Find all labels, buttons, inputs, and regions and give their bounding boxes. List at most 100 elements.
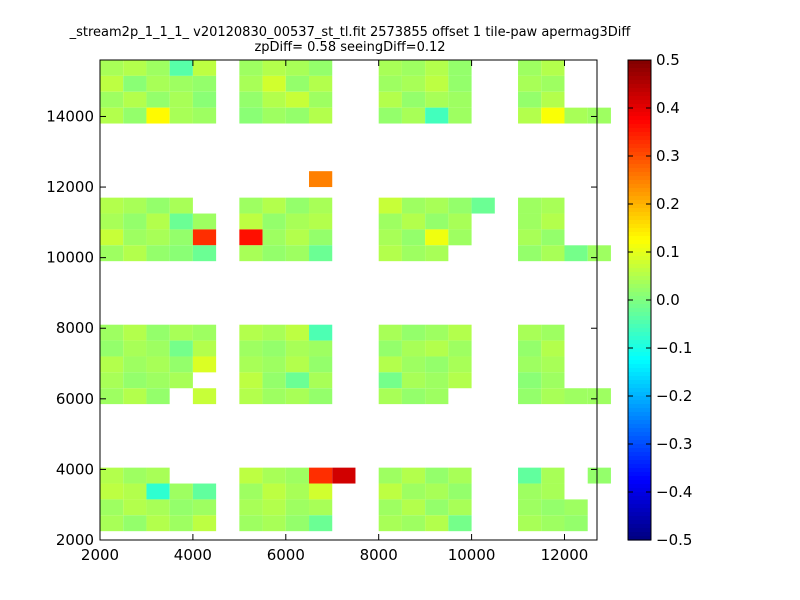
x-tick-label: 6000	[267, 546, 305, 564]
colorbar-segment	[628, 172, 651, 177]
heatmap-cell	[192, 483, 217, 500]
heatmap-cell	[378, 60, 402, 76]
colorbar-segment	[628, 440, 651, 445]
colorbar-segment	[628, 316, 651, 321]
colorbar-segment	[628, 524, 651, 529]
heatmap-cell	[146, 197, 170, 214]
heatmap-cell	[100, 107, 124, 124]
heatmap-cell	[309, 91, 333, 108]
heatmap-cell	[564, 515, 588, 532]
colorbar-segment	[628, 428, 651, 433]
colorbar-segment	[628, 324, 651, 329]
colorbar-segment	[628, 232, 651, 237]
heatmap-cell	[169, 107, 193, 124]
colorbar-segment	[628, 168, 651, 173]
heatmap-cell	[169, 483, 193, 500]
colorbar-segment	[628, 376, 651, 381]
heatmap-cell	[309, 388, 333, 405]
heatmap-cell	[401, 372, 426, 389]
heatmap-cell	[192, 91, 217, 108]
heatmap-cell	[378, 197, 402, 214]
colorbar-segment	[628, 520, 651, 525]
heatmap-cell	[123, 467, 147, 484]
heatmap-cell	[100, 372, 124, 389]
colorbar-segment	[628, 432, 651, 437]
heatmap-cell	[123, 107, 147, 124]
heatmap-cell	[518, 60, 542, 76]
heatmap-cell	[239, 75, 263, 92]
heatmap-cell	[401, 356, 426, 373]
heatmap-cell	[309, 372, 333, 389]
heatmap-cell	[100, 467, 124, 484]
colorbar-tick-label: 0.5	[656, 51, 680, 69]
heatmap-cell	[401, 515, 426, 532]
heatmap-cell	[100, 75, 124, 92]
colorbar-segment	[628, 280, 651, 285]
heatmap-cell	[123, 213, 147, 230]
heatmap-cell	[285, 91, 310, 108]
heatmap-cell	[262, 245, 286, 262]
heatmap-cell	[100, 340, 124, 357]
colorbar-segment	[628, 64, 651, 69]
heatmap-cell	[425, 75, 449, 92]
heatmap-cell	[541, 483, 565, 500]
colorbar-segment	[628, 80, 651, 85]
colorbar-segment	[628, 152, 651, 157]
heatmap-cell	[239, 356, 263, 373]
colorbar-segment	[628, 420, 651, 425]
heatmap-cell	[425, 483, 449, 500]
heatmap-cell	[309, 515, 333, 532]
heatmap-cell	[401, 340, 426, 357]
colorbar-segment	[628, 424, 651, 429]
heatmap-cell	[239, 229, 263, 246]
heatmap-cell	[262, 75, 286, 92]
heatmap-cell	[285, 483, 310, 500]
heatmap-cell	[564, 388, 588, 405]
colorbar-segment	[628, 100, 651, 105]
x-tick-label: 10000	[448, 546, 496, 564]
heatmap-cell	[100, 229, 124, 246]
heatmap-cell	[169, 75, 193, 92]
colorbar-segment	[628, 92, 651, 97]
heatmap-cell	[518, 356, 542, 373]
heatmap-cell	[146, 499, 170, 516]
colorbar-segment	[628, 240, 651, 245]
y-tick-label: 8000	[56, 319, 94, 337]
heatmap-cell	[262, 340, 286, 357]
colorbar-segment	[628, 248, 651, 253]
heatmap-cell	[100, 515, 124, 532]
heatmap-cell	[518, 467, 542, 484]
heatmap-cell	[192, 229, 217, 246]
heatmap-cell	[378, 467, 402, 484]
heatmap-cell	[239, 213, 263, 230]
heatmap-cell	[378, 107, 402, 124]
heatmap-cell	[309, 467, 333, 484]
x-tick-label: 4000	[174, 546, 212, 564]
heatmap-cell	[425, 388, 449, 405]
colorbar-segment	[628, 188, 651, 193]
colorbar-segment	[628, 116, 651, 121]
colorbar-segment	[628, 392, 651, 397]
colorbar-segment	[628, 132, 651, 137]
heatmap-cell	[100, 245, 124, 262]
heatmap-cell	[401, 499, 426, 516]
heatmap-cell	[239, 515, 263, 532]
y-tick-label: 10000	[46, 249, 94, 267]
heatmap-cell	[123, 356, 147, 373]
colorbar-segment	[628, 124, 651, 129]
heatmap-cell	[169, 372, 193, 389]
heatmap-cell	[239, 483, 263, 500]
colorbar-segment	[628, 208, 651, 213]
heatmap-cell	[192, 75, 217, 92]
colorbar-segment	[628, 148, 651, 153]
heatmap-cell	[448, 60, 472, 76]
colorbar-segment	[628, 120, 651, 125]
heatmap-cell	[192, 356, 217, 373]
heatmap-cell	[425, 467, 449, 484]
heatmap-cell	[518, 75, 542, 92]
heatmap-cell	[541, 340, 565, 357]
heatmap-cell	[541, 372, 565, 389]
heatmap-cell	[262, 229, 286, 246]
heatmap-cell	[262, 356, 286, 373]
heatmap-cell	[239, 324, 263, 341]
